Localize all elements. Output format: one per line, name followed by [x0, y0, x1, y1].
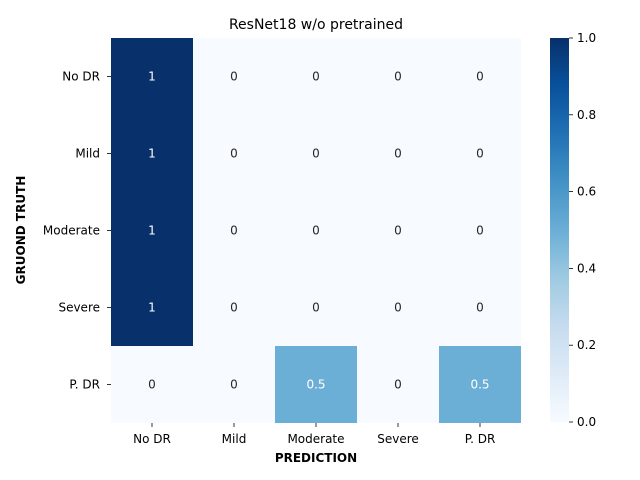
heatmap-cell	[275, 192, 357, 269]
cell-value-label: 0	[230, 147, 238, 161]
y-tick-label: No DR	[62, 70, 100, 84]
y-tick-label: P. DR	[69, 378, 100, 392]
cell-value-label: 0	[230, 301, 238, 315]
cell-value-label: 1	[148, 147, 156, 161]
colorbar-tick-label: 0.2	[577, 338, 596, 352]
x-axis: No DR Mild Moderate Severe P. DR	[133, 423, 495, 446]
x-tick-label: No DR	[133, 432, 171, 446]
heatmap-cell	[439, 115, 521, 192]
colorbar	[550, 38, 569, 422]
heatmap-cell	[111, 346, 193, 423]
heatmap-cell	[275, 38, 357, 115]
heatmap-cell	[357, 115, 439, 192]
cell-value-label: 0	[394, 70, 402, 84]
colorbar-tick-label: 0.6	[577, 185, 596, 199]
heatmap-cell	[275, 269, 357, 346]
heatmap-cell	[111, 38, 193, 115]
cell-value-label: 0	[476, 147, 484, 161]
cell-value-label: 0	[312, 147, 320, 161]
heatmap-cell	[193, 38, 275, 115]
heatmap-cell	[193, 346, 275, 423]
cell-value-label: 0	[148, 378, 156, 392]
cell-value-label: 0	[394, 147, 402, 161]
heatmap-cell	[439, 346, 521, 423]
x-tick-label: P. DR	[465, 432, 496, 446]
cell-value-label: 1	[148, 70, 156, 84]
cell-value-label: 0.5	[470, 378, 489, 392]
y-tick-label: Moderate	[43, 224, 100, 238]
cell-value-label: 0	[394, 378, 402, 392]
colorbar-tick-label: 0.8	[577, 108, 596, 122]
y-axis-label: GRUOND TRUTH	[14, 176, 28, 285]
heatmap-cell	[193, 269, 275, 346]
cell-value-label: 0.5	[306, 378, 325, 392]
cell-value-label: 1	[148, 301, 156, 315]
cell-value-label: 0	[476, 224, 484, 238]
heatmap-cell	[193, 115, 275, 192]
x-tick-label: Mild	[222, 432, 247, 446]
colorbar-axis: 0.0 0.2 0.4 0.6 0.8 1.0	[569, 31, 596, 429]
y-axis: No DR Mild Moderate Severe P. DR	[43, 70, 111, 392]
heatmap-cell	[111, 115, 193, 192]
cell-value-label: 0	[476, 70, 484, 84]
x-tick-label: Moderate	[287, 432, 344, 446]
heatmap-cell	[275, 115, 357, 192]
heatmap-cell	[111, 192, 193, 269]
cell-value-label: 0	[476, 301, 484, 315]
colorbar-tick-label: 1.0	[577, 31, 596, 45]
heatmap-cells: 1 0 0 0 0 1 0 0 0 0 1 0 0 0 0 1 0 0 0 0 0 0 0.5 0 0.5	[111, 38, 521, 423]
cell-value-label: 1	[148, 224, 156, 238]
colorbar-tick-label: 0.0	[577, 415, 596, 429]
heatmap-cell	[357, 38, 439, 115]
cell-value-label: 0	[394, 224, 402, 238]
heatmap-cell	[357, 269, 439, 346]
heatmap-cell	[357, 346, 439, 423]
y-tick-label: Severe	[58, 301, 100, 315]
heatmap-cell	[439, 192, 521, 269]
cell-value-label: 0	[312, 224, 320, 238]
colorbar-tick-label: 0.4	[577, 261, 596, 275]
heatmap-cell	[439, 269, 521, 346]
cell-value-label: 0	[230, 224, 238, 238]
cell-value-label: 0	[230, 70, 238, 84]
chart-title: ResNet18 w/o pretrained	[229, 17, 403, 33]
x-tick-label: Severe	[377, 432, 419, 446]
heatmap-cell	[439, 38, 521, 115]
heatmap-cell	[357, 192, 439, 269]
x-axis-label: PREDICTION	[275, 451, 357, 465]
heatmap-cell	[111, 269, 193, 346]
cell-value-label: 0	[230, 378, 238, 392]
heatmap-cell	[275, 346, 357, 423]
cell-value-label: 0	[312, 70, 320, 84]
y-tick-label: Mild	[75, 147, 100, 161]
cell-value-label: 0	[394, 301, 402, 315]
cell-value-label: 0	[312, 301, 320, 315]
heatmap-cell	[193, 192, 275, 269]
